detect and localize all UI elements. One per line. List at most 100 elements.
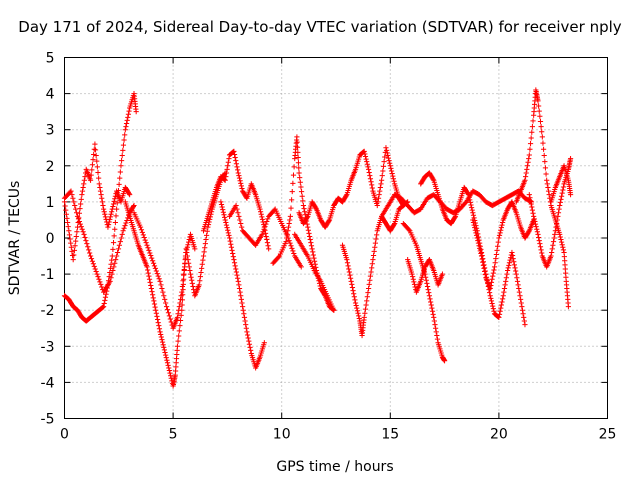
data-point-marker [164, 360, 171, 366]
data-point-marker [364, 298, 370, 304]
data-point-marker [539, 129, 545, 135]
data-point-marker [163, 300, 169, 306]
data-point-marker [157, 329, 163, 335]
data-point-marker [239, 300, 245, 306]
data-point-marker [219, 204, 225, 210]
data-point-marker [68, 244, 74, 250]
data-point-marker [498, 227, 504, 233]
data-point-marker [498, 305, 504, 311]
data-point-marker [501, 285, 508, 292]
data-point-marker [200, 253, 207, 259]
x-tick-label: 20 [490, 427, 508, 443]
y-tick-label: -3 [41, 339, 55, 355]
data-point-marker [472, 225, 478, 231]
data-point-marker [100, 202, 106, 209]
data-point-marker [89, 167, 95, 173]
data-point-marker [160, 342, 166, 348]
data-point-marker [141, 234, 147, 241]
data-point-marker [409, 271, 415, 277]
data-point-marker [238, 183, 244, 189]
series-trace-l [339, 202, 406, 339]
data-point-marker [510, 256, 516, 262]
data-point-marker [69, 252, 76, 259]
data-point-marker [196, 282, 202, 288]
data-point-marker [248, 347, 254, 354]
data-point-marker [504, 267, 511, 274]
data-point-marker [516, 289, 522, 295]
data-point-marker [434, 336, 441, 342]
data-point-marker [85, 244, 91, 250]
data-point-marker [95, 274, 101, 280]
y-tick-label: 4 [46, 87, 55, 103]
data-point-marker [411, 281, 418, 288]
data-point-marker [176, 303, 182, 310]
data-point-marker [80, 184, 86, 191]
series-trace-j [292, 231, 337, 313]
data-point-marker [186, 264, 192, 270]
data-point-marker [514, 278, 521, 284]
data-point-marker [148, 282, 154, 289]
data-point-marker [490, 303, 496, 309]
data-point-marker [439, 271, 446, 277]
data-point-marker [201, 249, 207, 255]
data-point-marker [162, 349, 168, 356]
data-point-marker [74, 224, 81, 230]
data-point-marker [529, 129, 535, 135]
data-point-marker [238, 293, 244, 299]
series-trace-t [548, 163, 574, 205]
data-point-marker [166, 367, 172, 374]
data-point-marker [554, 217, 560, 223]
data-point-marker [118, 158, 125, 164]
data-point-marker [223, 170, 230, 176]
data-point-marker [298, 188, 305, 195]
data-point-marker [487, 285, 493, 292]
data-point-marker [426, 290, 432, 296]
data-point-marker [228, 244, 235, 250]
data-point-marker [233, 266, 239, 272]
data-point-marker [490, 273, 496, 279]
data-point-marker [285, 224, 292, 230]
data-point-marker [124, 117, 130, 124]
data-point-marker [150, 292, 156, 298]
data-point-marker [431, 314, 437, 321]
data-point-marker [235, 278, 241, 284]
data-point-marker [184, 244, 190, 250]
data-point-marker [381, 159, 387, 165]
data-point-marker [98, 192, 104, 198]
data-point-marker [108, 261, 114, 267]
data-point-marker [223, 219, 229, 226]
data-point-marker [81, 177, 87, 183]
data-point-marker [349, 281, 355, 288]
data-point-marker [491, 308, 497, 314]
data-point-marker [99, 199, 105, 205]
data-point-marker [155, 273, 161, 279]
data-point-marker [166, 365, 172, 371]
data-point-marker [110, 203, 116, 210]
data-point-marker [154, 313, 160, 319]
data-point-marker [390, 173, 396, 179]
data-point-marker [496, 314, 502, 321]
data-point-marker [524, 166, 530, 173]
data-point-marker [224, 166, 230, 173]
data-point-marker [240, 303, 246, 310]
data-point-marker [526, 155, 532, 162]
y-axis-label: SDTVAR / TECUs [7, 181, 23, 296]
data-point-marker [560, 244, 566, 250]
data-point-marker [425, 286, 431, 293]
series-trace-f [200, 148, 272, 252]
data-point-marker [236, 175, 243, 181]
data-point-marker [149, 289, 155, 295]
data-point-marker [531, 213, 537, 219]
data-point-marker [400, 203, 406, 209]
data-point-marker [528, 201, 534, 207]
data-point-marker [112, 226, 118, 232]
data-point-marker [410, 274, 416, 280]
data-point-marker [313, 264, 319, 270]
data-point-marker [70, 257, 76, 263]
data-point-marker [557, 199, 563, 206]
data-point-marker [102, 214, 109, 220]
data-point-marker [64, 215, 70, 222]
data-point-marker [527, 198, 534, 204]
data-point-marker [223, 222, 230, 228]
data-point-marker [258, 211, 264, 217]
